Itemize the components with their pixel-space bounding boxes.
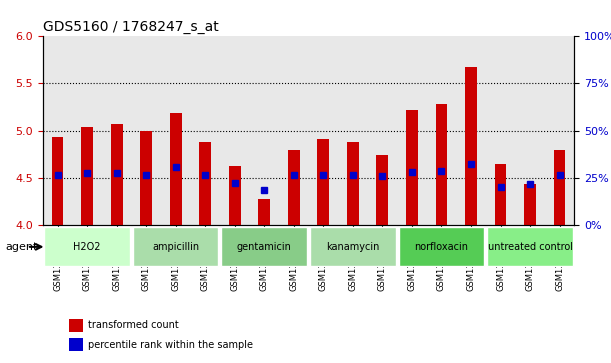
Bar	[70, 338, 82, 351]
Text: transformed count: transformed count	[88, 320, 178, 330]
Text: kanamycin: kanamycin	[326, 242, 379, 252]
Text: untreated control: untreated control	[488, 242, 573, 252]
Text: agent: agent	[5, 242, 37, 252]
Bar	[318, 139, 329, 225]
Bar	[288, 150, 299, 225]
FancyBboxPatch shape	[44, 227, 130, 266]
Bar	[436, 104, 447, 225]
Bar	[140, 131, 152, 225]
FancyBboxPatch shape	[133, 227, 219, 266]
Text: H2O2: H2O2	[73, 242, 101, 252]
Bar	[170, 113, 181, 225]
Bar	[554, 150, 565, 225]
Bar	[111, 124, 123, 225]
Bar	[347, 142, 359, 225]
FancyBboxPatch shape	[221, 227, 307, 266]
Bar	[199, 142, 211, 225]
Bar	[258, 199, 270, 225]
Bar	[229, 166, 241, 225]
FancyBboxPatch shape	[487, 227, 573, 266]
Bar	[376, 155, 389, 225]
Text: norfloxacin: norfloxacin	[414, 242, 469, 252]
Bar	[52, 137, 64, 225]
Bar	[524, 184, 536, 225]
Bar	[406, 110, 418, 225]
Bar	[81, 127, 93, 225]
Bar	[495, 164, 507, 225]
Text: percentile rank within the sample: percentile rank within the sample	[88, 340, 253, 350]
Bar	[465, 66, 477, 225]
FancyBboxPatch shape	[310, 227, 396, 266]
Text: GDS5160 / 1768247_s_at: GDS5160 / 1768247_s_at	[43, 20, 219, 34]
FancyBboxPatch shape	[398, 227, 485, 266]
Text: ampicillin: ampicillin	[152, 242, 199, 252]
Bar	[70, 319, 82, 332]
Text: gentamicin: gentamicin	[237, 242, 291, 252]
